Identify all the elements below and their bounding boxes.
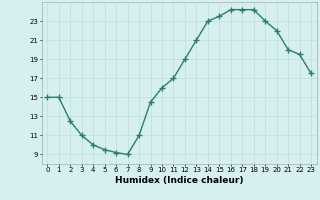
X-axis label: Humidex (Indice chaleur): Humidex (Indice chaleur) — [115, 176, 244, 185]
